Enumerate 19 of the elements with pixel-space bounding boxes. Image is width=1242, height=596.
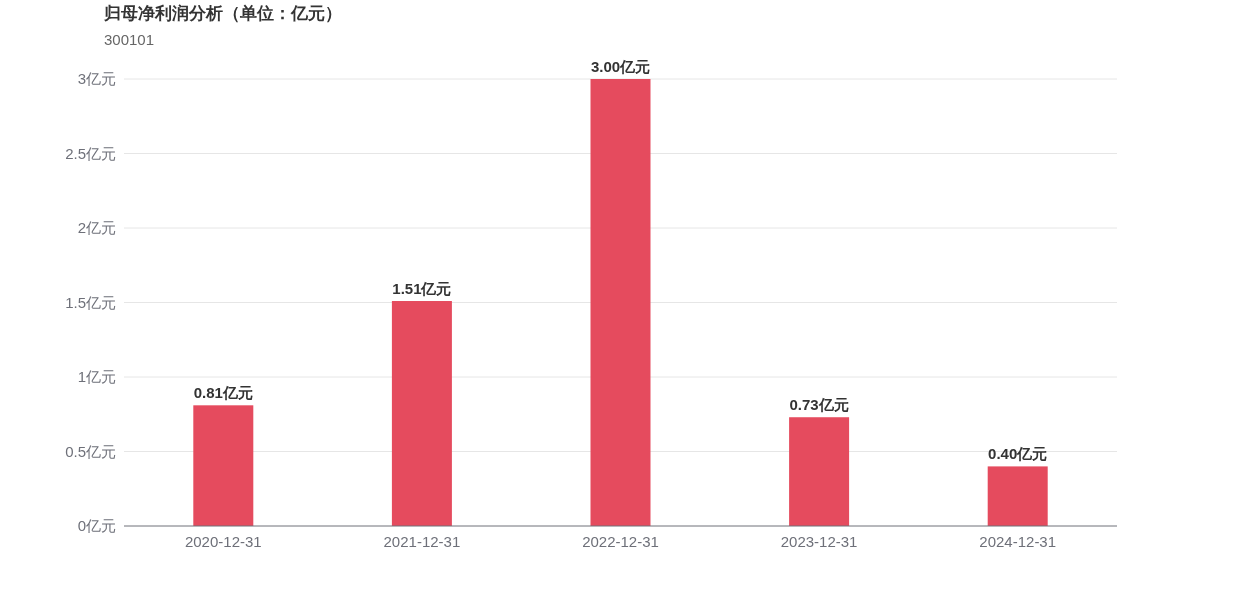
y-tick-label: 2.5亿元 <box>65 144 116 162</box>
x-tick-label: 2020-12-31 <box>184 533 262 550</box>
title: 归母净利润分析（单位：亿元） <box>104 4 342 23</box>
y-tick-label: 0亿元 <box>77 517 116 534</box>
x-tick-label: 2023-12-31 <box>780 533 858 550</box>
data-label: 3.00亿元 <box>590 58 651 75</box>
y-tick-label: 1亿元 <box>77 368 116 385</box>
y-tick-label: 0.5亿元 <box>65 442 116 460</box>
y-tick-label: 3亿元 <box>77 70 116 87</box>
x-tick-label: 2022-12-31 <box>582 533 659 550</box>
y-tick-label: 1.5亿元 <box>65 293 116 311</box>
data-label: 0.40亿元 <box>988 445 1048 463</box>
data-label: 0.73亿元 <box>789 396 849 414</box>
x-tick-label: 2024-12-31 <box>979 533 1057 550</box>
data-label: 0.81亿元 <box>193 384 253 402</box>
y-tick-label: 2亿元 <box>77 219 116 236</box>
data-label: 1.51亿元 <box>392 280 452 298</box>
x-tick-label: 2021-12-31 <box>383 533 461 550</box>
subtitle: 300101 <box>104 31 155 48</box>
